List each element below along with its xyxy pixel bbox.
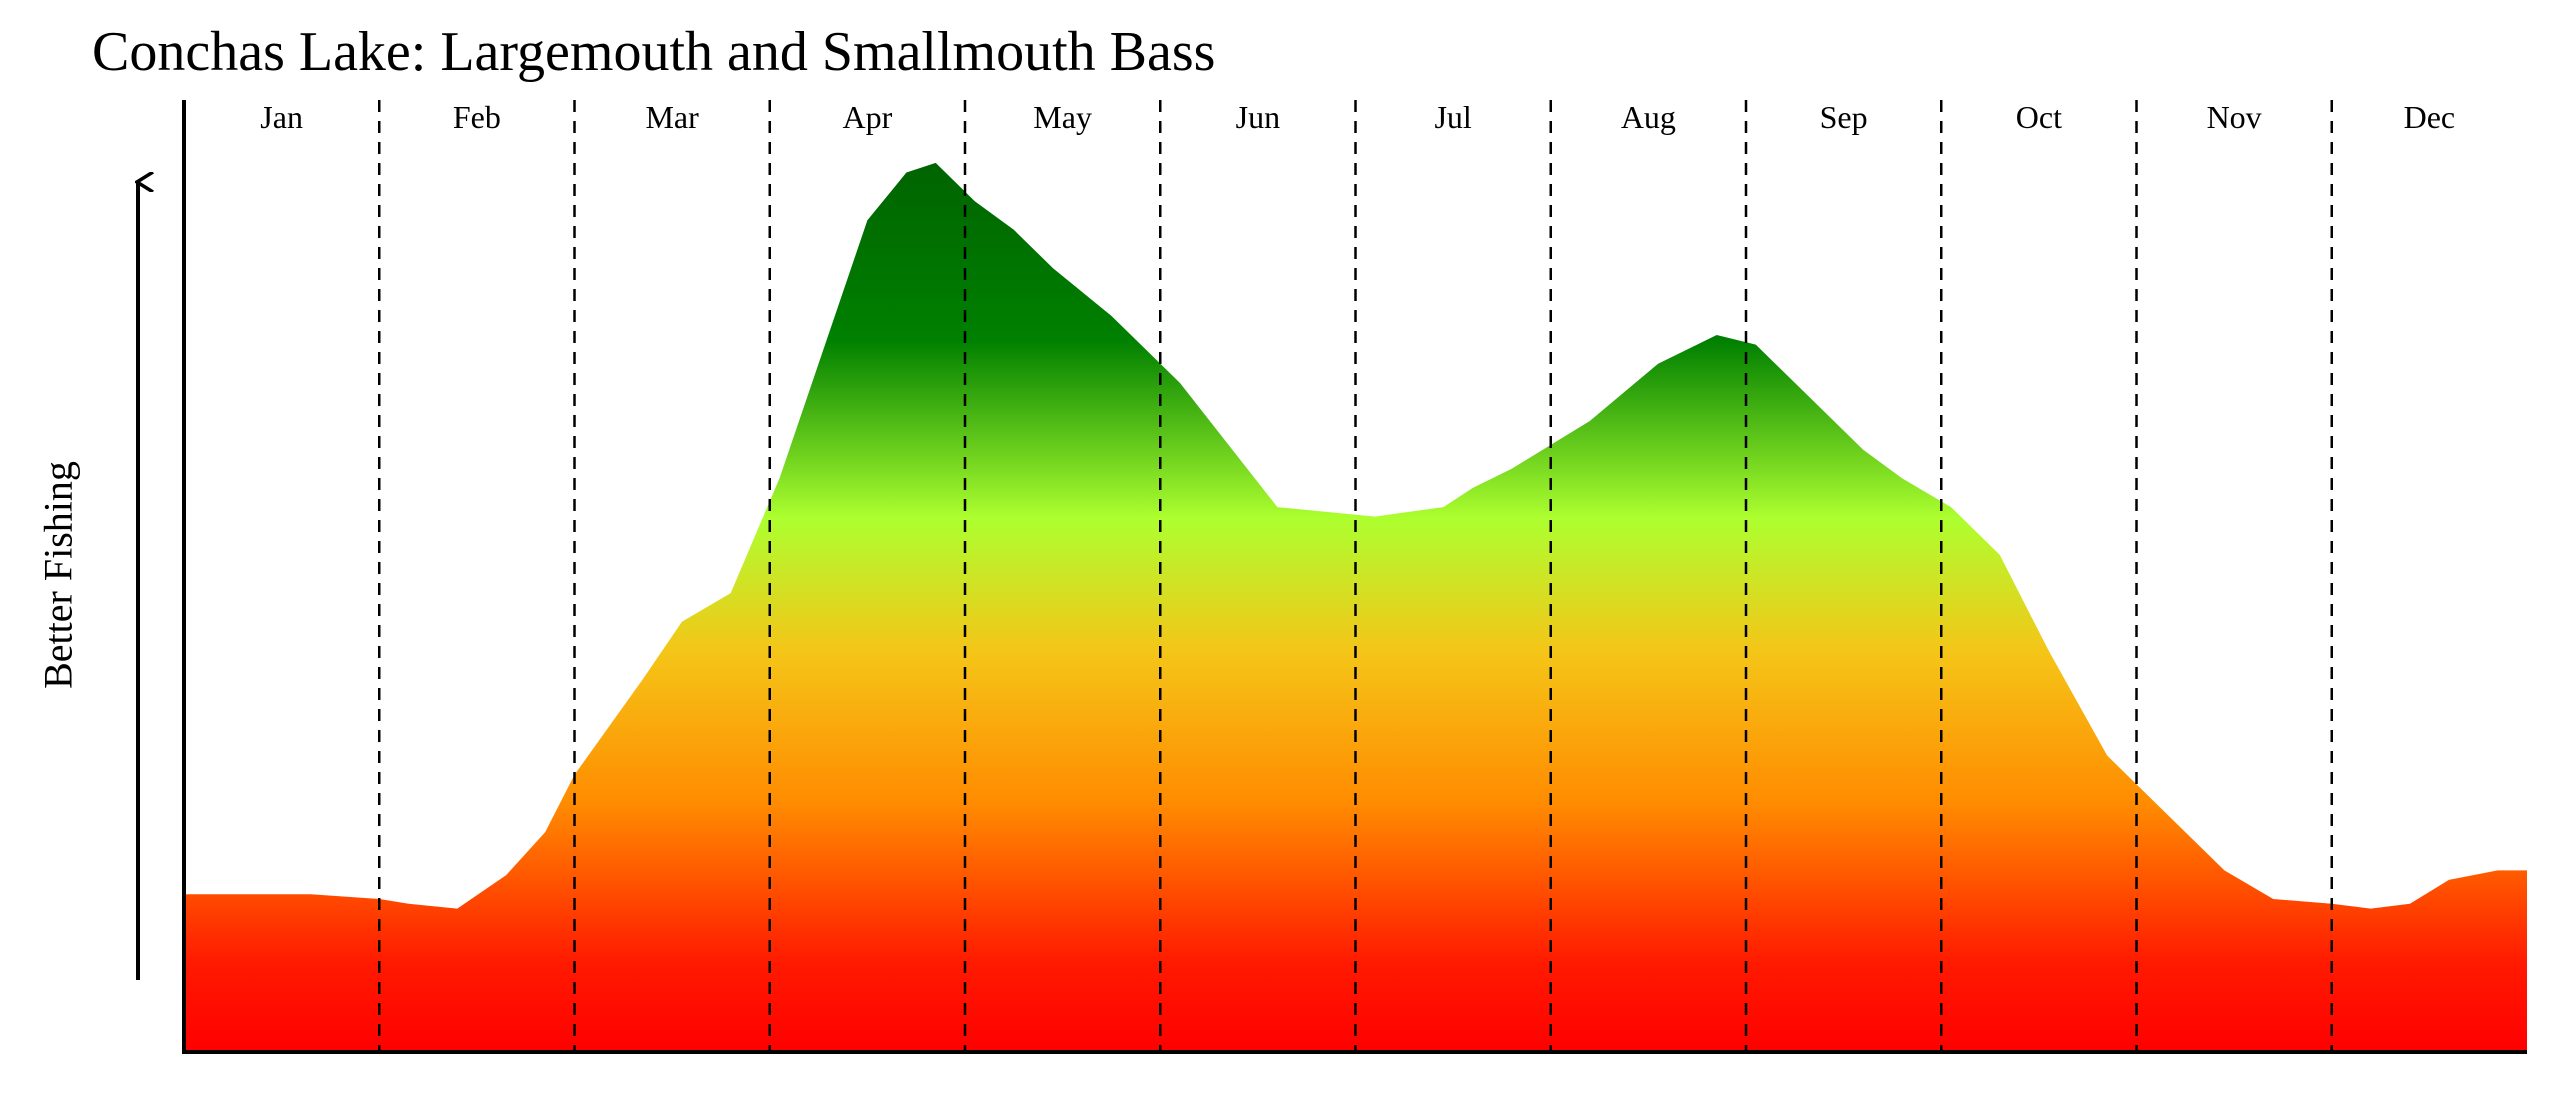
month-label-may: May [1033, 99, 1092, 135]
month-label-apr: Apr [842, 99, 892, 135]
month-label-dec: Dec [2404, 99, 2456, 135]
month-label-mar: Mar [645, 99, 699, 135]
month-label-oct: Oct [2016, 99, 2062, 135]
month-label-feb: Feb [453, 99, 501, 135]
chart-title: Conchas Lake: Largemouth and Smallmouth … [92, 21, 1216, 83]
month-label-jan: Jan [260, 99, 303, 135]
month-labels: Jan Feb Mar Apr May Jun Jul Aug Sep Oct Nov Dec [260, 99, 2455, 135]
month-label-sep: Sep [1820, 99, 1868, 135]
month-label-jul: Jul [1434, 99, 1471, 135]
month-dividers [378, 100, 2333, 1052]
month-label-aug: Aug [1621, 99, 1676, 135]
month-label-jun: Jun [1236, 99, 1280, 135]
month-label-nov: Nov [2207, 99, 2262, 135]
